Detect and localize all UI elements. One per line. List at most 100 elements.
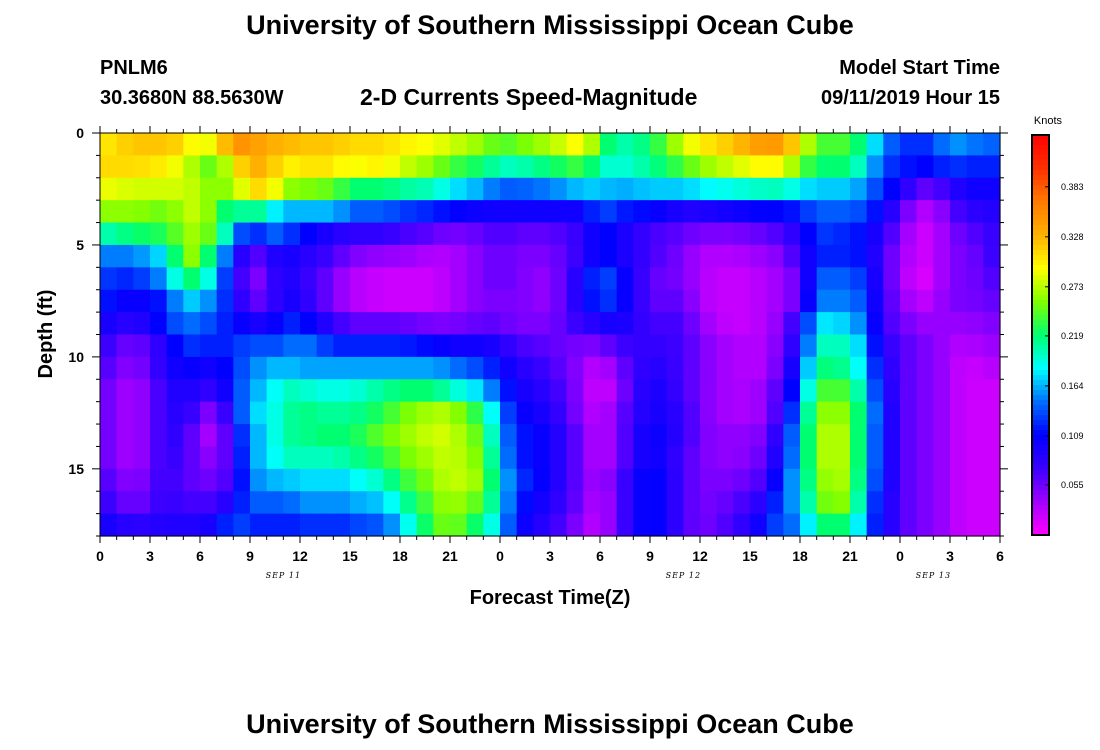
heatmap-cell <box>200 200 218 224</box>
heatmap-cell <box>550 267 568 291</box>
heatmap-cell <box>600 244 618 268</box>
heatmap-cell <box>183 379 201 403</box>
heatmap-cell <box>766 491 784 515</box>
heatmap-cell <box>466 267 484 291</box>
heatmap-cell <box>183 468 201 492</box>
heatmap-cell <box>950 200 968 224</box>
heatmap-cell <box>583 424 601 448</box>
heatmap-cell <box>283 222 301 246</box>
colorbar-segment <box>1032 390 1049 396</box>
heatmap-cell <box>516 222 534 246</box>
heatmap-cell <box>333 133 351 156</box>
heatmap-cell <box>133 334 151 358</box>
colorbar-segment <box>1032 200 1049 206</box>
heatmap-cell <box>250 334 268 358</box>
heatmap-cell <box>666 491 684 515</box>
heatmap-cell <box>716 200 734 224</box>
heatmap-cell <box>650 289 668 313</box>
heatmap-cell <box>116 513 134 537</box>
heatmap-cell <box>800 267 818 291</box>
heatmap-cell <box>733 356 751 380</box>
heatmap-cell <box>283 312 301 336</box>
heatmap-cell <box>450 267 468 291</box>
heatmap-cell <box>966 289 984 313</box>
heatmap-cell <box>383 491 401 515</box>
heatmap-cell <box>483 334 501 358</box>
colorbar-unit-label: Knots <box>1034 115 1063 127</box>
heatmap-cell <box>116 491 134 515</box>
heatmap-cell <box>450 312 468 336</box>
heatmap-cell <box>483 446 501 470</box>
heatmap-cell <box>366 491 384 515</box>
heatmap-cell <box>950 401 968 425</box>
heatmap-cell <box>516 133 534 156</box>
heatmap-cell <box>883 334 901 358</box>
heatmap-cell <box>750 379 768 403</box>
heatmap-cell <box>600 468 618 492</box>
heatmap-cell <box>350 446 368 470</box>
heatmap-cell <box>933 401 951 425</box>
colorbar-segment <box>1032 195 1049 201</box>
heatmap-cell <box>433 312 451 336</box>
heatmap-cell <box>300 312 318 336</box>
heatmap-cell <box>133 200 151 224</box>
heatmap-cell <box>616 289 634 313</box>
heatmap-cell <box>333 289 351 313</box>
page-title: University of Southern Mississippi Ocean… <box>246 10 854 40</box>
heatmap-cell <box>200 177 218 201</box>
heatmap-cell <box>700 312 718 336</box>
heatmap-cell <box>716 177 734 201</box>
heatmap-cell <box>600 424 618 448</box>
heatmap-cell <box>983 177 1001 201</box>
heatmap-cell <box>966 267 984 291</box>
heatmap-cell <box>100 133 118 156</box>
y-axis: 0 5 10 15 <box>68 125 1008 537</box>
heatmap-cell <box>350 424 368 448</box>
heatmap-cell <box>833 177 851 201</box>
heatmap-cell <box>250 267 268 291</box>
heatmap-cell <box>900 312 918 336</box>
colorbar: 0.383 0.328 0.273 0.219 0.164 0.109 0.055 <box>1031 134 1084 536</box>
heatmap-cell <box>700 446 718 470</box>
heatmap-cell <box>316 133 334 156</box>
heatmap-cell <box>316 155 334 179</box>
heatmap-cell <box>650 379 668 403</box>
heatmap-cell <box>300 424 318 448</box>
heatmap-cell <box>216 312 234 336</box>
heatmap-cell <box>833 513 851 537</box>
colorbar-segment <box>1032 190 1049 196</box>
heatmap-cell <box>233 200 251 224</box>
heatmap-cell <box>450 446 468 470</box>
heatmap-cell <box>933 379 951 403</box>
heatmap-cell <box>583 446 601 470</box>
colorbar-segment <box>1032 150 1049 156</box>
heatmap-cell <box>366 222 384 246</box>
heatmap-cell <box>116 312 134 336</box>
heatmap-cell <box>983 289 1001 313</box>
heatmap-cell <box>683 177 701 201</box>
heatmap-cell <box>900 267 918 291</box>
heatmap-cell <box>700 513 718 537</box>
heatmap-cell <box>250 155 268 179</box>
heatmap-cell <box>233 244 251 268</box>
heatmap-cell <box>300 401 318 425</box>
heatmap-cell <box>650 267 668 291</box>
heatmap-cell <box>483 177 501 201</box>
heatmap-cell <box>250 468 268 492</box>
heatmap-cell <box>116 244 134 268</box>
heatmap-cell <box>733 289 751 313</box>
heatmap-cell <box>950 446 968 470</box>
heatmap-cell <box>400 424 418 448</box>
heatmap-cell <box>333 491 351 515</box>
colorbar-tick-label: 0.273 <box>1061 282 1084 292</box>
heatmap-cell <box>666 446 684 470</box>
heatmap-cell <box>683 244 701 268</box>
heatmap-cell <box>733 424 751 448</box>
heatmap-cell <box>166 155 184 179</box>
heatmap-cell <box>566 401 584 425</box>
heatmap-cell <box>750 424 768 448</box>
heatmap-cell <box>350 177 368 201</box>
heatmap-cell <box>316 468 334 492</box>
heatmap-cell <box>666 401 684 425</box>
heatmap-cell <box>166 468 184 492</box>
